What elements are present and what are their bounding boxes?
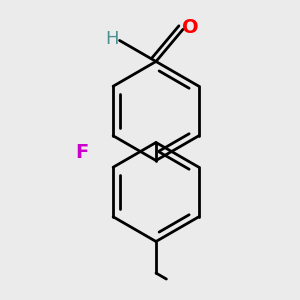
Text: O: O bbox=[182, 18, 199, 37]
Text: F: F bbox=[75, 143, 88, 162]
Text: H: H bbox=[105, 30, 119, 48]
